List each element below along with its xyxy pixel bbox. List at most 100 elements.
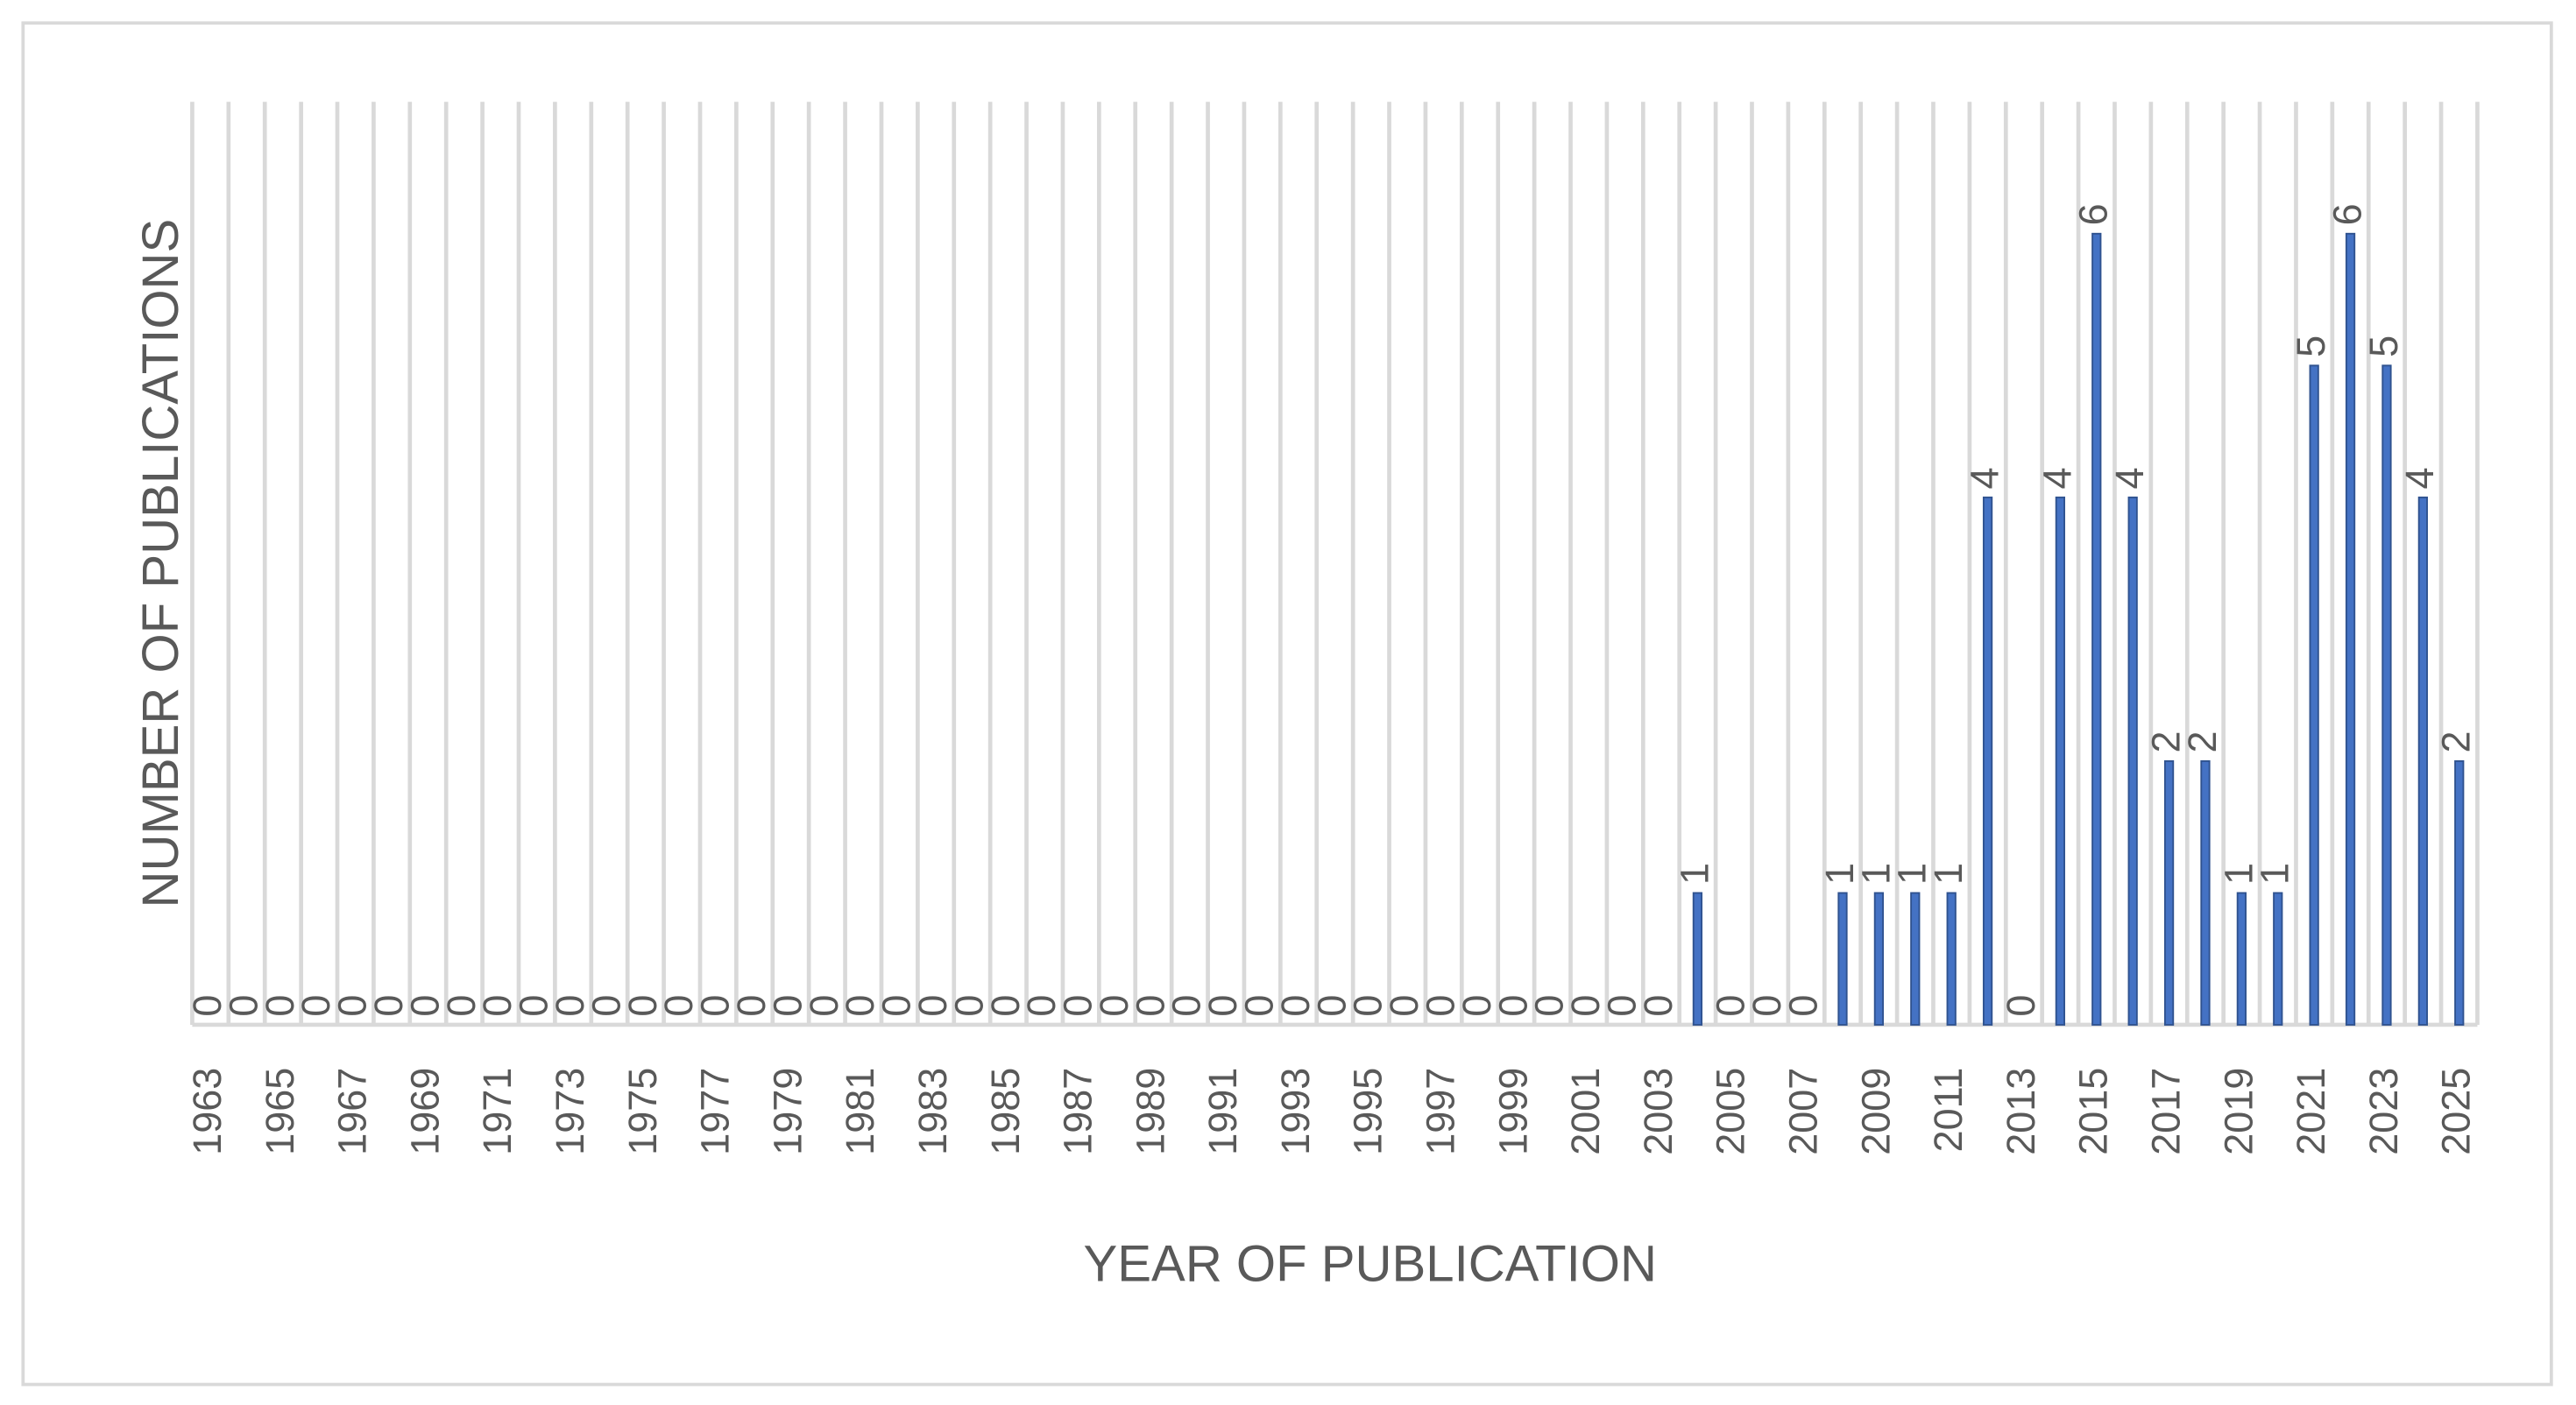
bar bbox=[1982, 496, 1993, 1026]
x-tick-label: 1979 bbox=[765, 1068, 810, 1155]
data-label: 0 bbox=[620, 995, 665, 1017]
x-tick-label: 2015 bbox=[2071, 1068, 2116, 1155]
data-label: 6 bbox=[2325, 203, 2369, 225]
data-label: 4 bbox=[2107, 467, 2152, 489]
bar bbox=[2345, 232, 2356, 1026]
bar bbox=[2309, 364, 2319, 1026]
data-label: 0 bbox=[1237, 995, 1282, 1017]
bar bbox=[2273, 892, 2283, 1026]
data-label: 0 bbox=[185, 995, 230, 1017]
x-tick-label: 1991 bbox=[1200, 1068, 1245, 1155]
bar bbox=[1946, 892, 1957, 1026]
bar bbox=[1692, 892, 1703, 1026]
bar bbox=[2200, 759, 2211, 1026]
data-label: 0 bbox=[1346, 995, 1391, 1017]
data-label: 0 bbox=[258, 995, 302, 1017]
bar bbox=[2236, 892, 2247, 1026]
data-label: 0 bbox=[1273, 995, 1318, 1017]
bar bbox=[2163, 759, 2175, 1026]
x-tick-label: 1987 bbox=[1056, 1068, 1100, 1155]
data-label: 0 bbox=[330, 995, 375, 1017]
data-label: 0 bbox=[1454, 995, 1499, 1017]
data-label: 0 bbox=[1382, 995, 1426, 1017]
chart-border bbox=[21, 21, 2553, 1387]
data-label: 4 bbox=[1962, 467, 2006, 489]
x-tick-label: 2009 bbox=[1853, 1068, 1898, 1155]
bar bbox=[2381, 364, 2392, 1026]
data-label: 0 bbox=[693, 995, 738, 1017]
x-tick-label: 1985 bbox=[983, 1068, 1028, 1155]
x-tick-label: 1993 bbox=[1273, 1068, 1318, 1155]
bar bbox=[2127, 496, 2138, 1026]
data-label: 0 bbox=[874, 995, 919, 1017]
data-label: 1 bbox=[1926, 863, 1971, 885]
data-label: 1 bbox=[2216, 863, 2261, 885]
x-tick-label: 1969 bbox=[402, 1068, 447, 1155]
data-label: 1 bbox=[1890, 863, 1935, 885]
data-label: 0 bbox=[1200, 995, 1245, 1017]
data-label: 1 bbox=[1672, 863, 1716, 885]
data-label: 0 bbox=[402, 995, 447, 1017]
bar bbox=[1837, 892, 1848, 1026]
x-tick-label: 2023 bbox=[2361, 1068, 2406, 1155]
x-tick-label: 1983 bbox=[910, 1068, 955, 1155]
x-tick-label: 2001 bbox=[1563, 1068, 1608, 1155]
data-label: 0 bbox=[1128, 995, 1172, 1017]
bar bbox=[2417, 496, 2428, 1026]
data-label: 2 bbox=[2180, 731, 2225, 752]
data-label: 0 bbox=[983, 995, 1028, 1017]
data-label: 0 bbox=[439, 995, 484, 1017]
data-label: 1 bbox=[2253, 863, 2297, 885]
data-label: 0 bbox=[584, 995, 628, 1017]
bar bbox=[2055, 496, 2066, 1026]
x-tick-label: 1995 bbox=[1346, 1068, 1391, 1155]
data-label: 0 bbox=[512, 995, 556, 1017]
data-label: 0 bbox=[548, 995, 592, 1017]
data-label: 0 bbox=[729, 995, 774, 1017]
data-label: 0 bbox=[1092, 995, 1136, 1017]
data-label: 6 bbox=[2071, 203, 2116, 225]
x-tick-label: 2011 bbox=[1926, 1068, 1971, 1153]
data-label: 2 bbox=[2143, 731, 2188, 752]
x-tick-label: 1973 bbox=[548, 1068, 592, 1155]
bar bbox=[1873, 892, 1885, 1026]
x-tick-label: 2021 bbox=[2289, 1068, 2333, 1155]
data-label: 0 bbox=[475, 995, 520, 1017]
data-label: 0 bbox=[910, 995, 955, 1017]
y-axis-title: NUMBER OF PUBLICATIONS bbox=[132, 219, 189, 908]
x-tick-label: 2007 bbox=[1780, 1068, 1825, 1155]
data-label: 0 bbox=[1019, 995, 1064, 1017]
x-tick-label: 1965 bbox=[258, 1068, 302, 1155]
data-label: 4 bbox=[2397, 467, 2442, 489]
x-tick-label: 1971 bbox=[475, 1068, 520, 1155]
x-tick-label: 1999 bbox=[1490, 1068, 1535, 1155]
data-label: 0 bbox=[656, 995, 701, 1017]
x-tick-label: 2017 bbox=[2143, 1068, 2188, 1155]
data-label: 0 bbox=[1636, 995, 1681, 1017]
data-label: 0 bbox=[1056, 995, 1100, 1017]
x-tick-label: 2005 bbox=[1709, 1068, 1753, 1155]
x-tick-label: 2003 bbox=[1636, 1068, 1681, 1155]
x-tick-label: 1989 bbox=[1128, 1068, 1172, 1155]
data-label: 5 bbox=[2361, 335, 2406, 357]
x-tick-label: 2013 bbox=[1999, 1068, 2043, 1155]
data-label: 0 bbox=[1164, 995, 1209, 1017]
data-label: 0 bbox=[1744, 995, 1789, 1017]
data-label: 1 bbox=[1817, 863, 1862, 885]
data-label: 0 bbox=[1419, 995, 1463, 1017]
bar bbox=[2454, 759, 2465, 1026]
x-axis-title: YEAR OF PUBLICATION bbox=[1084, 1235, 1657, 1292]
data-label: 0 bbox=[1527, 995, 1572, 1017]
x-tick-label: 1975 bbox=[620, 1068, 665, 1155]
data-label: 0 bbox=[221, 995, 265, 1017]
data-label: 0 bbox=[1563, 995, 1608, 1017]
x-tick-label: 1967 bbox=[330, 1068, 375, 1155]
data-label: 0 bbox=[366, 995, 411, 1017]
data-label: 1 bbox=[1853, 863, 1898, 885]
data-label: 0 bbox=[1600, 995, 1645, 1017]
data-label: 0 bbox=[946, 995, 991, 1017]
x-tick-label: 1981 bbox=[838, 1068, 882, 1155]
x-tick-label: 2025 bbox=[2434, 1068, 2479, 1155]
